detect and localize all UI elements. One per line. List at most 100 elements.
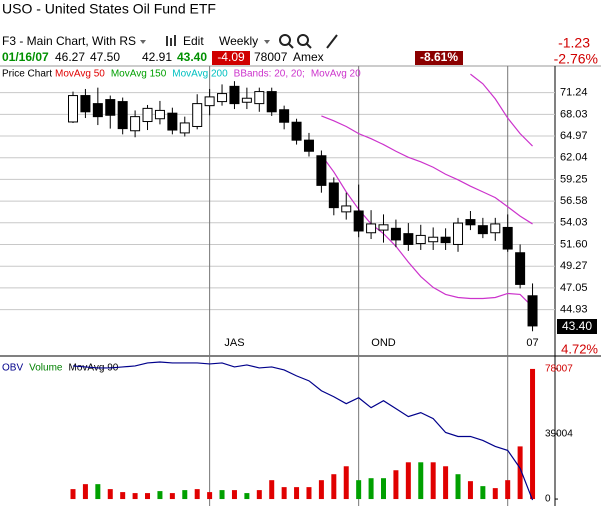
candle-body xyxy=(490,223,501,234)
y-tick-label: 59.25 xyxy=(560,173,588,185)
volume-bar xyxy=(219,490,225,500)
overlay-line xyxy=(470,73,533,147)
candle-body xyxy=(68,95,78,123)
volume-bar xyxy=(368,478,374,500)
candle-body xyxy=(154,109,165,120)
legend-entry: MovAvg 150 xyxy=(111,69,167,80)
volume-bar xyxy=(281,487,287,500)
volume-bar xyxy=(70,489,76,500)
candle-body xyxy=(390,227,401,241)
volume-bar xyxy=(405,462,411,500)
volume-bar xyxy=(269,480,275,500)
draw-tool[interactable] xyxy=(326,34,338,49)
volume-bar xyxy=(393,470,399,500)
overlay-line xyxy=(320,154,533,308)
change: -1.23 xyxy=(558,35,590,51)
volume-bar xyxy=(430,462,436,500)
candle-body xyxy=(266,91,277,113)
volume-bar xyxy=(492,488,498,500)
volume-bar xyxy=(169,493,175,500)
zoom-out[interactable] xyxy=(297,34,312,49)
net-box xyxy=(212,51,250,65)
candle-body xyxy=(527,295,538,327)
legend-entry: BBands: 20, 20; xyxy=(234,69,305,80)
volume-bar xyxy=(356,480,362,500)
candle-body xyxy=(105,99,116,116)
y-tick-label: 71.24 xyxy=(560,87,588,99)
y-tick-label: 39004 xyxy=(545,429,573,440)
volume-bar xyxy=(207,492,213,500)
candle-body xyxy=(179,122,190,134)
quote-date: 01/16/07 xyxy=(2,50,49,64)
layout-menu[interactable]: F3 - Main Chart, With RS xyxy=(2,34,136,48)
zoom-in[interactable] xyxy=(279,34,294,49)
price-label-box xyxy=(557,319,597,334)
candle-body xyxy=(378,224,389,231)
candle-body xyxy=(291,121,302,141)
volume-bar xyxy=(182,490,188,500)
volume-bar xyxy=(231,490,237,500)
candle-body xyxy=(465,219,476,226)
edit-icon[interactable] xyxy=(166,35,176,46)
y-tick-label: 54.03 xyxy=(560,217,588,229)
y-tick-label: 44.93 xyxy=(560,304,588,316)
y-tick-label: 68.03 xyxy=(560,108,588,120)
candle-body xyxy=(229,85,240,105)
candle-body xyxy=(303,139,314,152)
candle-body xyxy=(353,210,364,232)
candle-body xyxy=(502,226,513,250)
volume-bar xyxy=(82,484,88,500)
candle-body xyxy=(515,252,526,285)
volume-bar xyxy=(443,466,449,500)
change-label: 4.72% xyxy=(561,341,598,356)
candle-body xyxy=(341,205,352,213)
legend-entry: MovAvg 50 xyxy=(55,69,105,80)
edit-button[interactable]: Edit xyxy=(183,34,204,48)
candle-body xyxy=(279,109,290,123)
volume-bar xyxy=(256,490,262,500)
legend-entry: MovAvg 20 xyxy=(311,69,361,80)
legend-entry: OBV xyxy=(2,363,23,374)
candle-body xyxy=(415,234,426,245)
candle-body xyxy=(192,103,203,127)
volume-bar xyxy=(381,478,386,500)
y-tick-label: 49.27 xyxy=(560,260,588,272)
candle-body xyxy=(80,95,91,113)
candle-body xyxy=(117,101,128,130)
candle-body xyxy=(428,236,439,243)
quote-exchange: Amex xyxy=(293,50,324,64)
legend-entry: Volume xyxy=(29,363,63,374)
quote-net: -4.09 xyxy=(217,50,245,64)
period-menu[interactable]: Weekly xyxy=(219,34,258,48)
volume-bar xyxy=(107,489,113,500)
volume-bar xyxy=(95,484,101,500)
candle-body xyxy=(167,112,178,131)
y-tick-label: 56.58 xyxy=(560,195,588,207)
dropdown-arrow[interactable] xyxy=(140,40,146,44)
volume-bar xyxy=(132,493,138,500)
panel-title: Price Chart xyxy=(2,69,52,80)
range-pct: -8.61% xyxy=(420,50,458,64)
candle-body xyxy=(316,155,327,186)
quote-open: 46.27 xyxy=(55,50,85,64)
candle-body xyxy=(366,223,377,234)
candle-body xyxy=(477,225,488,235)
volume-bar xyxy=(343,466,349,500)
x-tick-label: JAS xyxy=(224,337,244,349)
quote-close: 43.40 xyxy=(177,50,207,64)
candle-body xyxy=(403,233,414,245)
obv-line xyxy=(72,361,534,501)
dropdown-arrow[interactable] xyxy=(264,40,270,44)
volume-bar xyxy=(331,474,337,500)
volume-bar xyxy=(418,462,424,500)
x-tick-label: 07 xyxy=(526,337,538,349)
legend-entry: MovAvg 200 xyxy=(172,69,228,80)
candle-body xyxy=(254,91,265,105)
candle-body xyxy=(217,93,228,103)
candle-body xyxy=(92,103,103,118)
y-tick-label: 78007 xyxy=(545,364,573,375)
candle-body xyxy=(328,182,339,209)
volume-bar xyxy=(467,481,473,500)
quote-high: 47.50 xyxy=(90,50,120,64)
